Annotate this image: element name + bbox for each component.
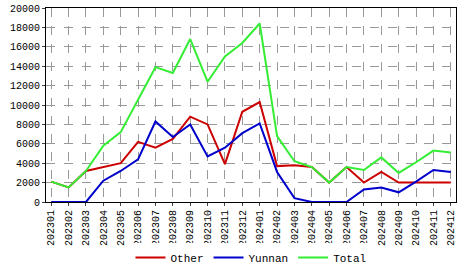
svg-text:202408: 202408 bbox=[377, 210, 388, 246]
svg-text:16000: 16000 bbox=[10, 42, 40, 53]
svg-text:202310: 202310 bbox=[203, 210, 214, 246]
svg-text:202402: 202402 bbox=[272, 210, 283, 246]
svg-text:202307: 202307 bbox=[151, 210, 162, 246]
svg-text:20000: 20000 bbox=[10, 4, 40, 15]
svg-text:202407: 202407 bbox=[359, 210, 370, 246]
svg-text:Total: Total bbox=[333, 253, 366, 265]
svg-text:2000: 2000 bbox=[16, 178, 40, 189]
svg-text:14000: 14000 bbox=[10, 62, 40, 73]
svg-text:202403: 202403 bbox=[290, 210, 301, 246]
svg-text:10000: 10000 bbox=[10, 101, 40, 112]
svg-text:202309: 202309 bbox=[185, 210, 196, 246]
svg-text:202304: 202304 bbox=[99, 210, 110, 246]
svg-text:202312: 202312 bbox=[238, 210, 249, 246]
svg-text:202301: 202301 bbox=[46, 210, 57, 246]
svg-text:8000: 8000 bbox=[16, 120, 40, 131]
svg-text:202308: 202308 bbox=[168, 210, 179, 246]
svg-text:6000: 6000 bbox=[16, 139, 40, 150]
svg-text:202305: 202305 bbox=[116, 210, 127, 246]
svg-text:202405: 202405 bbox=[324, 210, 335, 246]
svg-text:202302: 202302 bbox=[64, 210, 75, 246]
svg-text:Other: Other bbox=[171, 253, 204, 265]
svg-text:202404: 202404 bbox=[307, 210, 318, 246]
svg-text:202303: 202303 bbox=[81, 210, 92, 246]
svg-text:18000: 18000 bbox=[10, 23, 40, 34]
svg-text:Yunnan: Yunnan bbox=[249, 253, 289, 265]
svg-text:12000: 12000 bbox=[10, 81, 40, 92]
svg-text:202409: 202409 bbox=[394, 210, 405, 246]
svg-text:0: 0 bbox=[34, 198, 40, 209]
svg-text:202401: 202401 bbox=[255, 210, 266, 246]
svg-text:4000: 4000 bbox=[16, 159, 40, 170]
svg-text:202406: 202406 bbox=[342, 210, 353, 246]
svg-text:202306: 202306 bbox=[133, 210, 144, 246]
svg-text:202311: 202311 bbox=[220, 210, 231, 246]
svg-text:202411: 202411 bbox=[429, 210, 440, 246]
svg-text:202412: 202412 bbox=[446, 210, 457, 246]
svg-text:202410: 202410 bbox=[411, 210, 422, 246]
